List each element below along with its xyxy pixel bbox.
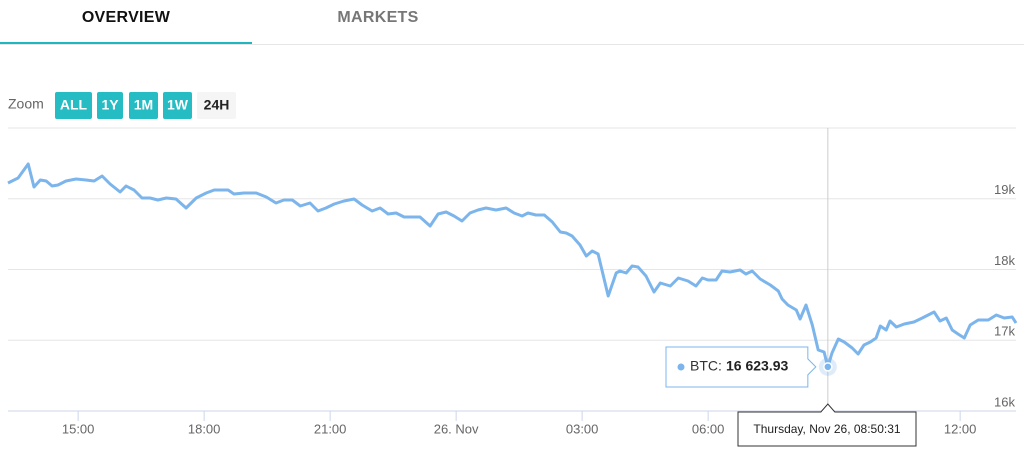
grid: 16k 17k 18k 19k — [8, 182, 1016, 409]
tab[interactable]: OVERVIEW — [0, 0, 252, 45]
button-bg — [97, 92, 123, 119]
date-label: Thursday, Nov 26, 08:50:31 — [753, 422, 901, 436]
tab[interactable]: MARKETS — [337, 9, 419, 26]
button-label: 24H — [204, 97, 230, 113]
tooltip-value: 16 623.93 — [726, 358, 788, 374]
button-label: 1W — [167, 97, 189, 113]
button-bg — [197, 92, 236, 119]
zoom-button[interactable]: 1W — [163, 92, 192, 119]
tooltip: BTC: 16 623.93 Thursday, Nov 26, 08:50:31 — [665, 346, 917, 447]
x-axis-ticks: 15:00 18:00 21:00 26. Nov 03:00 06:00 12:00 — [62, 411, 977, 436]
button-bg — [163, 92, 192, 119]
x-tick-label: 18:00 — [188, 421, 221, 436]
x-tick-label: 06:00 — [692, 421, 725, 436]
divider — [0, 44, 1024, 45]
button-label: 1Y — [101, 97, 119, 113]
hover-point — [823, 362, 833, 372]
tooltip-box — [665, 346, 817, 388]
x-tick-label: 03:00 — [566, 421, 599, 436]
x-tick-label: 21:00 — [314, 421, 347, 436]
tooltip-label: BTC: — [690, 358, 722, 374]
x-tick-label: 12:00 — [944, 421, 977, 436]
y-tick-label: 17k — [994, 324, 1015, 339]
date-box — [737, 403, 917, 447]
button-bg — [55, 92, 92, 119]
y-tick-label: 19k — [994, 182, 1015, 197]
button-bg — [129, 92, 158, 119]
x-tick-label: 15:00 — [62, 421, 95, 436]
zoom-button[interactable]: 1Y — [97, 92, 123, 119]
zoom-button[interactable]: ALL — [55, 92, 92, 119]
y-tick-label: 18k — [994, 253, 1015, 268]
y-tick-label: 16k — [994, 394, 1015, 409]
zoom-button[interactable]: 1M — [129, 92, 158, 119]
tooltip-bullet — [677, 363, 685, 371]
button-label: ALL — [60, 97, 88, 113]
zoom-buttons: ALL 1Y 1M 1W 24H — [55, 92, 236, 119]
zoom-label: Zoom — [8, 96, 44, 112]
button-label: 1M — [134, 97, 153, 113]
x-tick-label: 26. Nov — [434, 421, 479, 436]
price-line — [7, 162, 1018, 369]
zoom-button[interactable]: 24H — [197, 92, 236, 119]
